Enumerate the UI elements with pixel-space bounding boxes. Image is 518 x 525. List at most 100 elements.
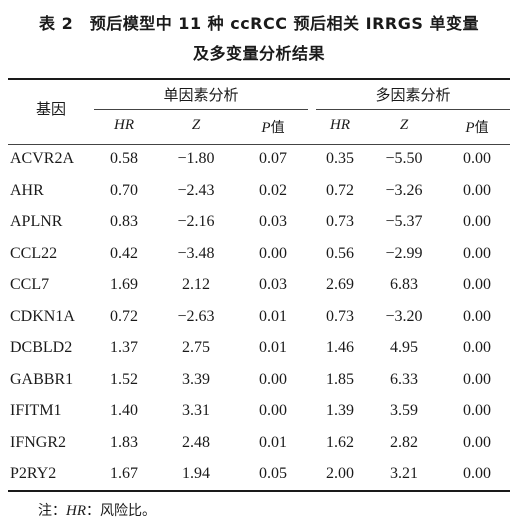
- multi-p-cell: 0.00: [463, 213, 491, 230]
- multi-p-cell: 0.00: [463, 465, 491, 482]
- uni-p-cell: 0.00: [259, 370, 287, 388]
- uni-p-cell: 0.01: [259, 433, 287, 451]
- uni-z-cell: 2.12: [182, 276, 210, 293]
- gene-column-header: 基因: [35, 100, 66, 118]
- uni-p-cell: 0.00: [259, 244, 287, 262]
- univariate-group-header: 单因素分析: [163, 86, 239, 104]
- table-row: ACVR2A 0.58 −1.80 0.07 0.35 −5.50 0.00: [0, 146, 518, 178]
- uni-hr-cell: 1.37: [110, 339, 138, 356]
- header-rule: [8, 144, 510, 145]
- multi-z-cell: 3.59: [390, 402, 418, 419]
- table-title-line-1: 表 2 预后模型中 11 种 ccRCC 预后相关 IRRGS 单变量: [39, 14, 479, 33]
- multi-hr-cell: 0.56: [326, 244, 354, 262]
- multi-z-cell: 3.21: [390, 465, 418, 482]
- gene-cell: IFNGR2: [10, 433, 67, 451]
- uni-p-cell: 0.00: [259, 402, 287, 419]
- multi-p-cell: 0.00: [463, 370, 491, 388]
- uni-hr-cell: 0.70: [110, 181, 138, 199]
- multi-z-cell: 6.33: [390, 370, 418, 388]
- multi-hr-cell: 1.39: [326, 402, 354, 419]
- uni-z-cell: 1.94: [182, 465, 210, 482]
- top-rule: [8, 78, 510, 80]
- multi-hr-cell: 1.46: [326, 339, 354, 356]
- multi-hr-cell: 0.35: [326, 150, 354, 167]
- multi-p-cell: 0.00: [463, 433, 491, 451]
- uni-z-cell: 2.75: [182, 339, 210, 356]
- multi-z-header: Z: [399, 117, 409, 133]
- uni-p-header: P值: [261, 120, 285, 136]
- multi-p-cell: 0.00: [463, 339, 491, 356]
- univariate-underline: [94, 109, 308, 110]
- multi-z-cell: 2.82: [390, 433, 418, 451]
- uni-p-cell: 0.01: [259, 339, 287, 356]
- table-row: IFITM1 1.40 3.31 0.00 1.39 3.59 0.00: [0, 398, 518, 430]
- gene-cell: CCL7: [10, 276, 50, 293]
- uni-hr-cell: 1.52: [110, 370, 138, 388]
- multi-z-cell: −3.26: [385, 181, 423, 199]
- table-row: IFNGR2 1.83 2.48 0.01 1.62 2.82 0.00: [0, 430, 518, 462]
- multi-p-header: P值: [465, 120, 489, 136]
- uni-p-cell: 0.07: [259, 150, 287, 167]
- multi-p-cell: 0.00: [463, 244, 491, 262]
- gene-cell: CDKN1A: [10, 307, 75, 325]
- table-footnote: 注：HR：风险比。: [38, 503, 156, 519]
- multivariate-underline: [316, 109, 510, 110]
- uni-hr-header: HR: [114, 117, 134, 133]
- bottom-rule: [8, 490, 510, 492]
- table-row: CDKN1A 0.72 −2.63 0.01 0.73 −3.20 0.00: [0, 304, 518, 336]
- table-row: CCL22 0.42 −3.48 0.00 0.56 −2.99 0.00: [0, 241, 518, 273]
- uni-z-cell: 3.39: [182, 370, 210, 388]
- multi-z-cell: −5.37: [385, 213, 423, 230]
- uni-z-cell: −2.63: [177, 307, 215, 325]
- multi-hr-cell: 2.00: [326, 465, 354, 482]
- table-row: APLNR 0.83 −2.16 0.03 0.73 −5.37 0.00: [0, 209, 518, 241]
- multi-hr-header: HR: [330, 117, 350, 133]
- multi-z-cell: −5.50: [385, 150, 423, 167]
- table-body: ACVR2A 0.58 −1.80 0.07 0.35 −5.50 0.00 A…: [0, 146, 518, 493]
- uni-p-cell: 0.05: [259, 465, 287, 482]
- uni-z-cell: −2.16: [177, 213, 215, 230]
- uni-z-header: Z: [191, 117, 201, 133]
- gene-cell: P2RY2: [10, 465, 57, 482]
- gene-cell: APLNR: [10, 213, 63, 230]
- table-title-line-2: 及多变量分析结果: [192, 44, 325, 63]
- uni-p-cell: 0.03: [259, 213, 287, 230]
- multi-p-cell: 0.00: [463, 181, 491, 199]
- uni-hr-cell: 1.67: [110, 465, 138, 482]
- multi-z-cell: 4.95: [390, 339, 418, 356]
- uni-hr-cell: 0.58: [110, 150, 138, 167]
- uni-z-cell: −3.48: [177, 244, 215, 262]
- multi-hr-cell: 1.85: [326, 370, 354, 388]
- multi-p-cell: 0.00: [463, 307, 491, 325]
- table-row: GABBR1 1.52 3.39 0.00 1.85 6.33 0.00: [0, 367, 518, 399]
- uni-z-cell: 3.31: [182, 402, 210, 419]
- uni-p-cell: 0.01: [259, 307, 287, 325]
- uni-hr-cell: 1.83: [110, 433, 138, 451]
- multi-z-cell: −2.99: [385, 244, 423, 262]
- multi-hr-cell: 0.73: [326, 307, 354, 325]
- uni-p-cell: 0.03: [259, 276, 287, 293]
- table-row: DCBLD2 1.37 2.75 0.01 1.46 4.95 0.00: [0, 335, 518, 367]
- multi-hr-cell: 0.73: [326, 213, 354, 230]
- uni-hr-cell: 1.40: [110, 402, 138, 419]
- gene-cell: GABBR1: [10, 370, 74, 388]
- uni-p-cell: 0.02: [259, 181, 287, 199]
- multi-p-cell: 0.00: [463, 276, 491, 293]
- table-row: P2RY2 1.67 1.94 0.05 2.00 3.21 0.00: [0, 461, 518, 493]
- gene-cell: AHR: [10, 181, 44, 199]
- multi-p-cell: 0.00: [463, 402, 491, 419]
- multi-hr-cell: 1.62: [326, 433, 354, 451]
- uni-z-cell: 2.48: [182, 433, 210, 451]
- uni-hr-cell: 0.83: [110, 213, 138, 230]
- table-row: CCL7 1.69 2.12 0.03 2.69 6.83 0.00: [0, 272, 518, 304]
- multivariate-group-header: 多因素分析: [375, 86, 451, 104]
- uni-hr-cell: 0.72: [110, 307, 138, 325]
- uni-hr-cell: 1.69: [110, 276, 138, 293]
- uni-hr-cell: 0.42: [110, 244, 138, 262]
- gene-cell: CCL22: [10, 244, 58, 262]
- gene-cell: IFITM1: [10, 402, 62, 419]
- multi-hr-cell: 2.69: [326, 276, 354, 293]
- multi-p-cell: 0.00: [463, 150, 491, 167]
- multi-hr-cell: 0.72: [326, 181, 354, 199]
- uni-z-cell: −1.80: [177, 150, 215, 167]
